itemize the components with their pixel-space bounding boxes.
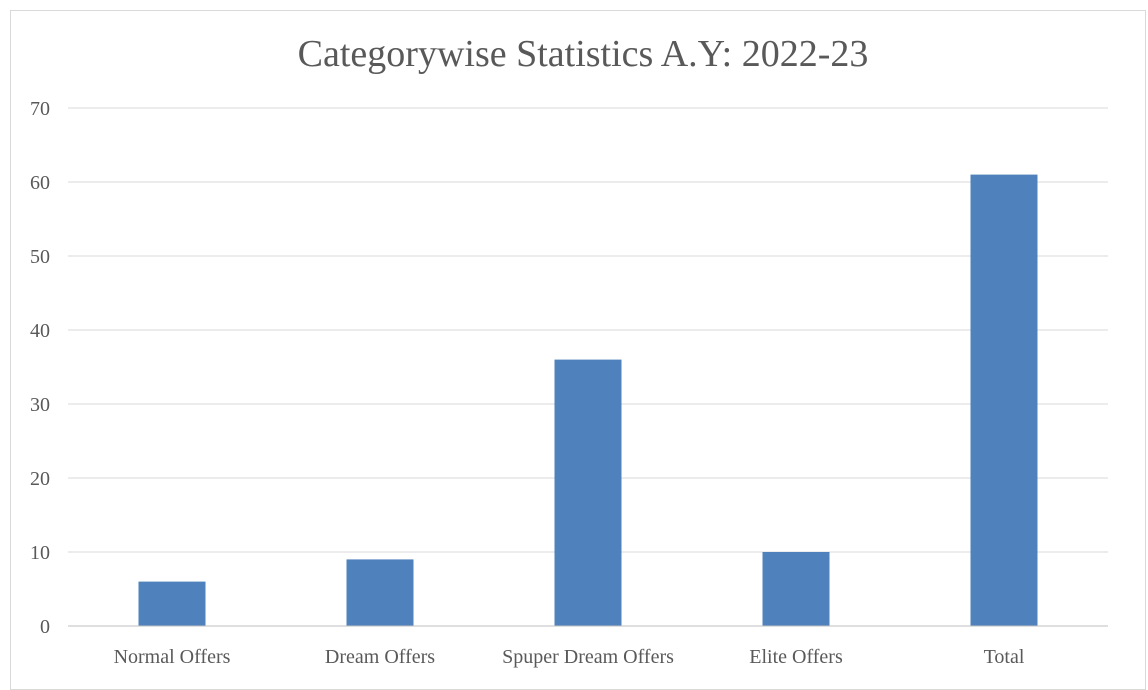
category-label: Elite Offers <box>749 646 843 668</box>
y-tick-label: 20 <box>30 468 50 490</box>
y-tick-labels: 0 10 20 30 40 50 60 70 <box>30 98 50 638</box>
y-tick-label: 60 <box>30 172 50 194</box>
chart-title: Categorywise Statistics A.Y: 2022-23 <box>298 33 869 75</box>
y-tick-label: 50 <box>30 246 50 268</box>
category-labels: Normal Offers Dream Offers Spuper Dream Of… <box>114 646 1025 668</box>
bar <box>970 174 1038 626</box>
bar <box>138 581 206 626</box>
bar <box>554 359 622 626</box>
bar <box>346 559 414 626</box>
y-tick-label: 30 <box>30 394 50 416</box>
y-tick-label: 40 <box>30 320 50 342</box>
gridlines <box>68 107 1108 553</box>
category-label: Total <box>984 646 1025 668</box>
category-label: Dream Offers <box>325 646 435 668</box>
category-label: Spuper Dream Offers <box>502 646 674 668</box>
y-tick-label: 70 <box>30 98 50 120</box>
bars <box>138 174 1038 626</box>
y-tick-label: 10 <box>30 542 50 564</box>
y-tick-label: 0 <box>40 616 50 638</box>
bar <box>762 552 830 626</box>
category-label: Normal Offers <box>114 646 231 668</box>
